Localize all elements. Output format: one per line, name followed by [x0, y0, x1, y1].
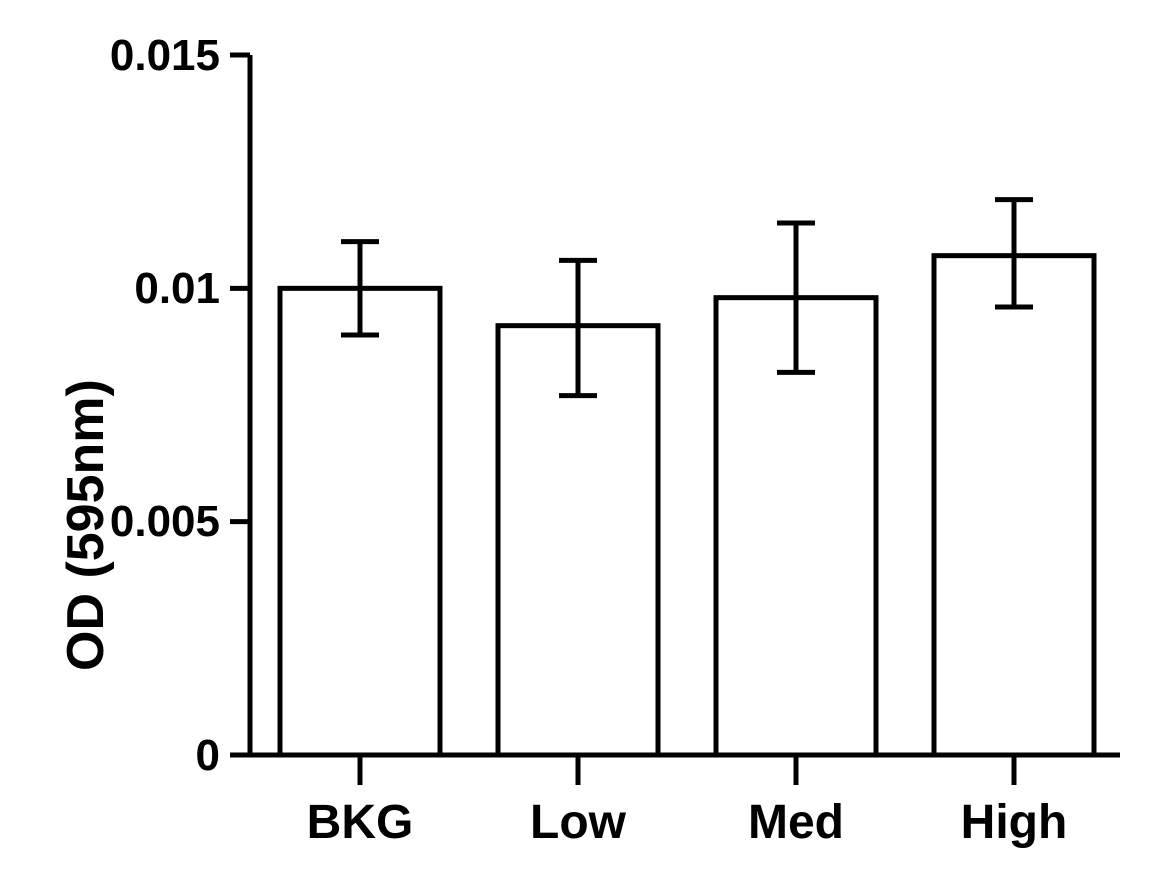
chart-svg	[0, 0, 1171, 883]
x-category-label: Med	[716, 795, 876, 850]
od-bar-chart: OD (595nm) 0 0.005 0.01 0.015 BKG Low Med High	[0, 0, 1171, 883]
x-category-label: High	[934, 795, 1094, 850]
bar-bkg	[280, 288, 440, 755]
x-category-label: BKG	[280, 795, 440, 850]
y-tick-label: 0.01	[134, 264, 220, 314]
y-axis-label: OD (595nm)	[56, 379, 116, 671]
bar-high	[934, 256, 1094, 755]
y-tick-label: 0.015	[110, 31, 220, 81]
y-tick-label: 0	[196, 731, 220, 781]
x-category-label: Low	[498, 795, 658, 850]
y-tick-label: 0.005	[110, 497, 220, 547]
